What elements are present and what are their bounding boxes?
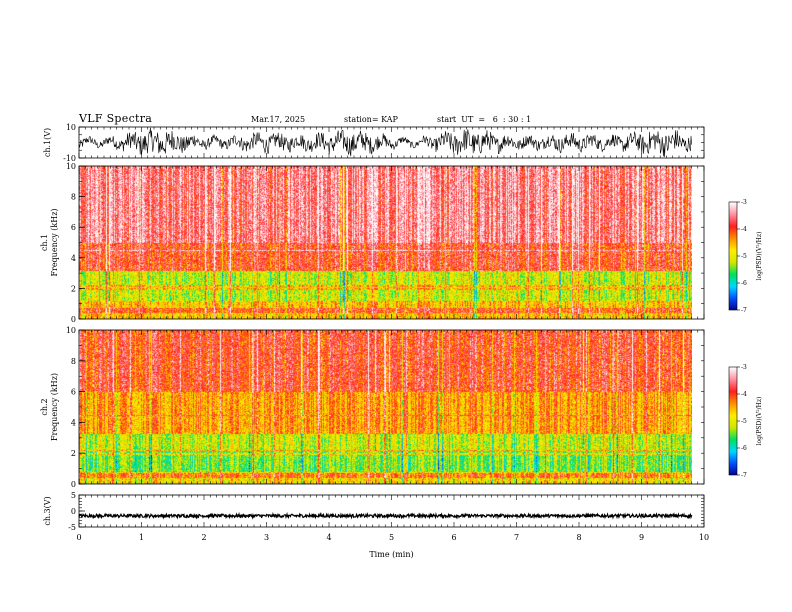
x-tick-label: 9: [639, 533, 644, 542]
ch1-spec-ytick-label: 4: [71, 254, 76, 263]
colorbar-tick-label: -5: [741, 253, 747, 260]
ch1-wave-ytick-label: -10: [63, 154, 76, 163]
x-tick-label: 2: [201, 533, 206, 542]
ch1-wave-ytick-label: 10: [66, 123, 76, 132]
x-tick-label: 3: [264, 533, 269, 542]
panel-frame-3: [78, 329, 705, 485]
ch1-spec-ytick-label: 2: [71, 284, 76, 293]
x-tick-label: 1: [139, 533, 144, 542]
ch1-spec-ytick-label: 8: [71, 193, 76, 202]
header-date: Mar.17, 2025: [251, 115, 306, 124]
figure-title: VLF Spectra: [79, 112, 153, 125]
ch2-spectrogram-image: [79, 330, 692, 484]
colorbar-label-2: log(PSD)(V²/Hz): [756, 397, 763, 446]
ch3-wave-ytick-label: 5: [71, 491, 76, 500]
colorbar-tick-label: -4: [741, 391, 747, 398]
x-tick-label: 5: [389, 533, 394, 542]
header-start-time: start UT = 6 : 30 : 1: [437, 115, 532, 124]
ch3-wave-ytick-label: -5: [68, 523, 76, 532]
ch2-spec-ytick-label: 8: [71, 357, 76, 366]
colorbar-tick-label: -3: [741, 364, 747, 371]
ch2-spec-ytick-label: 4: [71, 418, 76, 427]
ch3-waveform-line: [78, 511, 693, 520]
colorbar-tick-label: -7: [741, 472, 747, 479]
x-tick-label: 6: [451, 533, 456, 542]
x-tick-label: 10: [699, 533, 709, 542]
ch1-frequency-label: Frequency (kHz): [50, 208, 59, 276]
ch1-colorbar: [729, 202, 737, 310]
ch1-voltage-label: ch.1(V): [43, 128, 52, 157]
header-station: station= KAP: [344, 115, 398, 124]
ch1-spec-ytick-label: 10: [66, 162, 76, 171]
ch1-waveform-line: [78, 127, 692, 158]
colorbar-tick-label: -6: [741, 280, 747, 287]
colorbar-frame-2: [728, 366, 738, 476]
colorbar-tick-label: -4: [741, 226, 747, 233]
x-axis-label: Time (min): [369, 550, 413, 559]
colorbar-tick-label: -6: [741, 445, 747, 452]
ch2-colorbar: [729, 367, 737, 475]
ch1-spec-ytick-label: 6: [71, 223, 76, 232]
ch2-spec-ytick-label: 0: [71, 480, 76, 489]
ch3-voltage-label: ch.3(V): [43, 496, 52, 525]
ch1-label: ch.1: [40, 234, 49, 251]
ch2-spec-ytick-label: 6: [71, 388, 76, 397]
colorbar-tick-label: -7: [741, 307, 747, 314]
ch1-spectrogram-image: [79, 166, 692, 319]
x-tick-label: 7: [514, 533, 519, 542]
x-tick-label: 0: [76, 533, 81, 542]
colorbar-tick-label: -3: [741, 199, 747, 206]
colorbar-frame-1: [728, 201, 738, 311]
ch2-spec-ytick-label: 10: [66, 326, 76, 335]
x-tick-label: 4: [326, 533, 331, 542]
ch2-label: ch.2: [40, 398, 49, 415]
ch1-spec-ytick-label: 0: [71, 315, 76, 324]
colorbar-tick-label: -5: [741, 418, 747, 425]
panel-frame-2: [78, 165, 705, 320]
ch3-wave-ytick-label: 0: [71, 507, 76, 516]
colorbar-label-1: log(PSD)(V²/Hz): [756, 232, 763, 281]
ch2-frequency-label: Frequency (kHz): [50, 373, 59, 441]
x-tick-label: 8: [576, 533, 581, 542]
ch2-spec-ytick-label: 2: [71, 449, 76, 458]
